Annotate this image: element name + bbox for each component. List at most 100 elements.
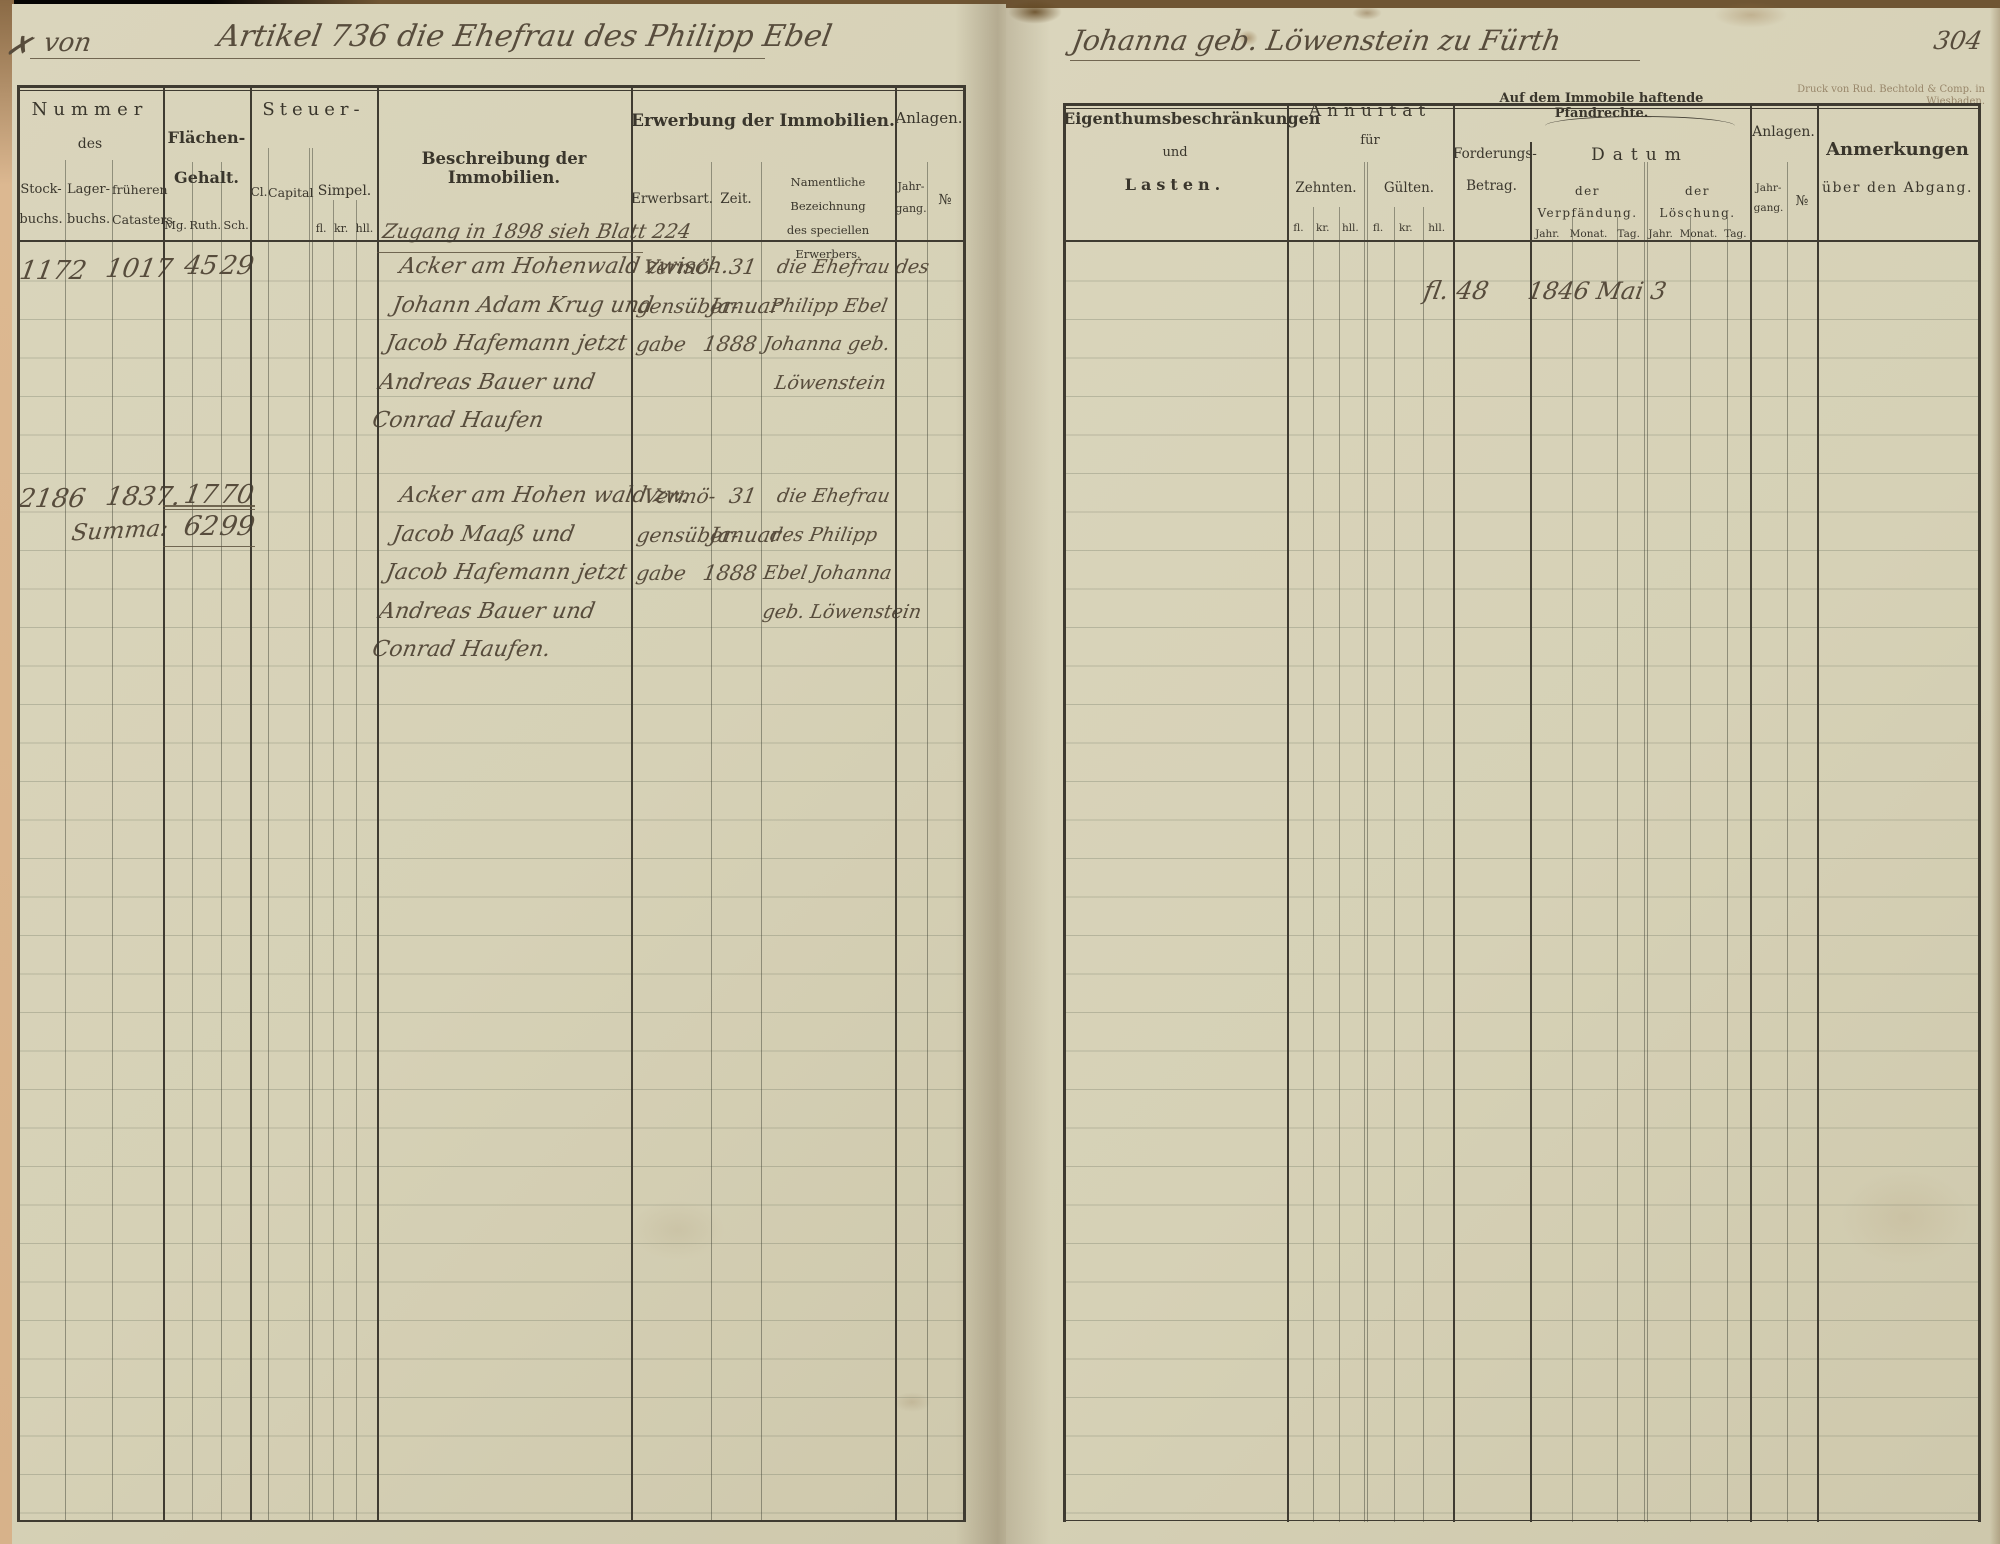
col-header-zehnten: Zehnten. — [1295, 180, 1357, 196]
verpfaendung-units: Jahr. Monat. Tag. — [1530, 228, 1645, 240]
grid-line — [221, 162, 222, 1522]
grid-line — [312, 148, 313, 1522]
unit-hll: hll. — [355, 222, 374, 235]
row1-stockbuch: 1172 — [17, 256, 89, 286]
grid-line — [333, 200, 334, 1522]
header-title-left: Artikel 736 die Ehefrau des Philipp Ebel — [215, 19, 835, 54]
grid-line — [1063, 240, 1978, 242]
unit-jahr: Jahr. — [1648, 228, 1673, 240]
ink-stain — [1008, 0, 1062, 24]
unit-tag: Tag. — [1724, 228, 1747, 240]
simpel-units: fl. kr. hll. — [312, 222, 377, 235]
grid-line — [1070, 60, 1640, 62]
grid-line — [112, 160, 113, 1522]
ledger-ruling-right — [1063, 243, 1978, 1520]
col-header-erwerbsart: Erwerbsart. — [631, 191, 714, 207]
grid-line — [309, 148, 310, 1522]
unit-mg: Mg. — [164, 218, 187, 232]
col-header-des: des — [77, 136, 103, 152]
unit-kr: kr. — [334, 222, 349, 235]
col-header-steuer: Steuer- — [262, 99, 365, 120]
unit-sch: Sch. — [223, 218, 249, 232]
col-header-zeit: Zeit. — [720, 191, 752, 207]
grid-line — [377, 252, 643, 254]
grid-line — [1364, 162, 1365, 1522]
col-header-und: und — [1162, 145, 1188, 160]
col-header-anlagen-left: Anlagen. — [895, 109, 963, 127]
col-header-cl: Cl. — [250, 185, 268, 199]
row2-summe-mg: 62 — [181, 511, 222, 542]
col-header-simpel: Simpel. — [317, 183, 372, 199]
unit-monat: Monat. — [1679, 228, 1718, 240]
grid-line — [1063, 103, 1066, 1522]
grid-line — [1690, 217, 1691, 1522]
col-header-eigenthum: Eigenthumsbeschränkungen — [1063, 109, 1321, 128]
col-header-nr-left: № — [938, 192, 952, 208]
grid-line — [895, 85, 897, 1522]
grid-line — [250, 85, 252, 1522]
col-header-flaechen: Flächen- Gehalt. — [167, 128, 246, 187]
grid-line — [1313, 207, 1314, 1522]
col-header-forderungs: Forderungs- Betrag. — [1453, 146, 1537, 194]
col-header-anmerkungen: Anmerkungen — [1826, 139, 1969, 160]
unit-monat: Monat. — [1569, 228, 1608, 240]
grid-line — [1572, 217, 1573, 1522]
grid-line — [1339, 207, 1340, 1522]
grid-line — [356, 200, 357, 1522]
unit-kr: kr. — [1315, 222, 1330, 234]
col-header-jahrgang-right: Jahr- gang. — [1753, 182, 1784, 214]
grid-line — [1367, 162, 1368, 1522]
col-header-nummer: Nummer — [31, 99, 149, 120]
guelten-units: fl. kr. hll. — [1365, 222, 1453, 234]
grid-line — [1063, 1520, 1978, 1522]
col-header-beschreibung: Beschreibung der Immobilien. — [421, 149, 587, 187]
printer-imprint: Druck von Rud. Bechtold & Comp. in Wiesb… — [1797, 84, 1985, 107]
col-header-namentliche: Namentliche Bezeichnung des speciellen E… — [786, 175, 870, 261]
fox-spot — [630, 1200, 725, 1260]
unit-jahr: Jahr. — [1535, 228, 1560, 240]
unit-kr: kr. — [1398, 222, 1413, 234]
row2-stockbuch: 2186 — [16, 484, 88, 514]
unit-fl: fl. — [315, 222, 327, 235]
grid-line — [192, 162, 193, 1522]
grid-line — [17, 1520, 963, 1522]
col-header-stockbuchs: Stock- buchs. — [19, 182, 63, 227]
fox-spot — [893, 1392, 931, 1412]
pfandrechte-brace — [1545, 116, 1735, 126]
col-header-nr-right: № — [1795, 193, 1809, 209]
unit-tag: Tag. — [1617, 228, 1640, 240]
ledger-ruling-left — [17, 243, 963, 1520]
grid-line — [1817, 103, 1819, 1522]
unit-hll: hll. — [1428, 222, 1446, 234]
grid-line — [17, 85, 20, 1522]
fox-spot — [1714, 2, 1788, 28]
right-page-outer-edge — [1990, 8, 2000, 1544]
zugang-note: Zugang in 1898 sieh Blatt 224 — [380, 219, 693, 243]
row1-erwerber: die Ehefrau des Philipp Ebel Johanna geb… — [754, 256, 931, 394]
grid-line — [1978, 103, 1981, 1522]
zehnten-units: fl. kr. hll. — [1287, 222, 1365, 234]
unit-fl: fl. — [1293, 222, 1304, 234]
fox-spot — [1352, 6, 1382, 20]
grid-line — [1617, 217, 1618, 1522]
gutter-shadow — [955, 0, 1050, 1544]
grid-line — [1644, 162, 1645, 1522]
grid-line — [1394, 207, 1395, 1522]
grid-line — [1750, 103, 1752, 1522]
grid-line — [761, 162, 762, 1522]
grid-line — [631, 85, 633, 1522]
grid-line — [17, 85, 963, 88]
grid-line — [268, 148, 269, 1522]
grid-line — [1453, 103, 1455, 1522]
col-header-guelten: Gülten. — [1383, 180, 1435, 196]
row1-flaechen-mg: 45 — [181, 251, 221, 281]
grid-line — [1787, 162, 1788, 1522]
unit-hll: hll. — [1341, 222, 1359, 234]
fox-spot — [1840, 1170, 1970, 1265]
col-header-capital: Capital — [268, 185, 314, 200]
grid-line — [1647, 162, 1648, 1522]
row2-erwerber: die Ehefrau des Philipp Ebel Johanna geb… — [754, 485, 924, 623]
unit-fl: fl. — [1372, 222, 1384, 234]
grid-line — [1063, 108, 1978, 109]
